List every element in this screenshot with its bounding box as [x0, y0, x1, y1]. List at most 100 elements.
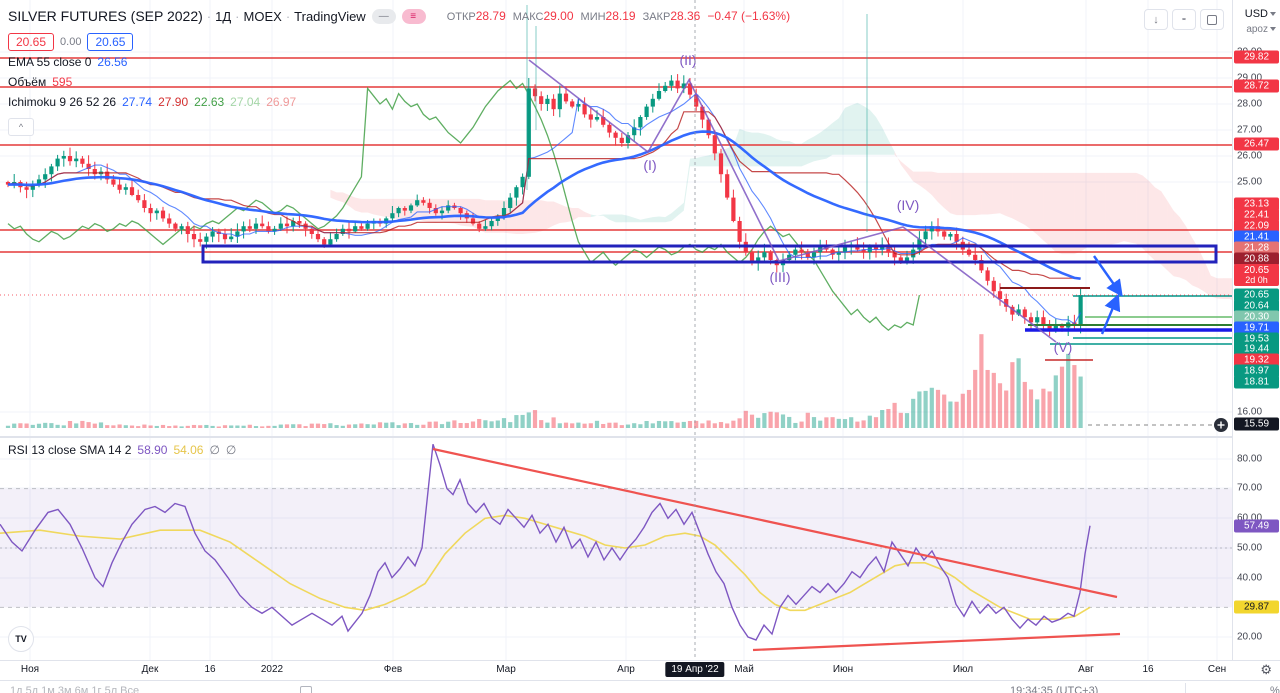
percent-scale-toggle[interactable]: %: [1270, 685, 1280, 693]
rsi-value: 58.90: [137, 443, 168, 457]
ohlc-value: 28.19: [605, 9, 636, 23]
calendar-icon[interactable]: [300, 686, 312, 693]
ema-label: EMA 55 close 0: [8, 55, 92, 69]
maximize-pane-button[interactable]: [1200, 9, 1224, 30]
separator-dot: ·: [235, 8, 240, 24]
scale-tick: 60.00: [1237, 512, 1263, 524]
scale-tick: 80.00: [1237, 453, 1263, 465]
ohlc-value: 28.79: [475, 9, 506, 23]
scale-tick: 25.00: [1237, 176, 1263, 188]
rsi-value: 54.06: [173, 443, 204, 457]
ohlc-key: МИН: [580, 11, 606, 23]
main-legend: SILVER FUTURES (SEP 2022) · 1Д · MOEX · …: [8, 6, 790, 112]
price-label: 20.30: [1234, 310, 1279, 324]
svg-text:(II): (II): [679, 52, 696, 68]
chevron-down-icon: [1270, 12, 1276, 17]
time-label: 16: [1142, 664, 1154, 675]
rsi-values: 58.90 54.06 ∅ ∅: [137, 443, 242, 457]
crosshair-date-badge: 19 Апр '22: [665, 662, 725, 677]
time-label: Ноя: [20, 664, 40, 675]
price-label: 29.82: [1234, 50, 1279, 64]
scale-tick: 29.00: [1237, 72, 1263, 84]
move-pane-down-button[interactable]: ↓: [1144, 9, 1168, 30]
scale-tick: 26.00: [1237, 150, 1263, 162]
settings-gear-icon[interactable]: ⚙: [1260, 662, 1272, 677]
time-label: Мар: [496, 664, 516, 675]
ichimoku-legend-row[interactable]: Ichimoku 9 26 52 26 27.74 27.90 22.63 27.04…: [8, 92, 790, 112]
collapse-legend-button[interactable]: ^: [8, 118, 34, 136]
rsi-legend-row[interactable]: RSI 13 close SMA 14 2 58.90 54.06 ∅ ∅: [8, 440, 242, 460]
time-label: Май: [734, 664, 754, 675]
price-label: 22.09: [1234, 219, 1279, 233]
ohlc-value: 28.36: [670, 9, 701, 23]
ask-box[interactable]: 20.65: [87, 33, 134, 51]
ichimoku-label: Ichimoku 9 26 52 26: [8, 95, 117, 109]
collapse-pane-button[interactable]: ⌄ ⌃: [1172, 9, 1196, 30]
ohlc-key: ОТКР: [446, 11, 476, 23]
time-label: Сен: [1207, 664, 1227, 675]
time-label: 2022: [260, 664, 284, 675]
price-label: 19.71: [1234, 321, 1279, 335]
ichimoku-value: 27.04: [230, 95, 261, 109]
time-label: 16: [204, 664, 216, 675]
price-label: 19.32: [1234, 353, 1279, 367]
footer-divider: [1185, 683, 1186, 693]
rsi-price-label: 57.49: [1234, 519, 1279, 533]
scale-tick: 50.00: [1237, 542, 1263, 554]
range-shortcuts[interactable]: 1д 5д 1м 3м 6м 1г 5л Все: [10, 685, 140, 693]
ichimoku-value: 22.63: [194, 95, 225, 109]
time-label: Авг: [1078, 664, 1094, 675]
scale-tick: 20.00: [1237, 631, 1263, 643]
currency-selector[interactable]: USD: [1245, 8, 1276, 20]
symbol-title: SILVER FUTURES (SEP 2022): [8, 8, 203, 24]
ohlc-key: МАКС: [512, 11, 544, 23]
price-label: 21.41: [1234, 230, 1279, 244]
spread-value: 0.00: [60, 36, 82, 48]
rsi-price-label: 29.87: [1234, 600, 1279, 614]
ichimoku-value: 26.97: [266, 95, 297, 109]
scale-tick: 27.00: [1237, 124, 1263, 136]
price-label: 21.28: [1234, 241, 1279, 255]
svg-text:(I): (I): [643, 157, 656, 173]
bid-box[interactable]: 20.65: [8, 33, 55, 51]
unit-selector[interactable]: apoz: [1246, 24, 1276, 35]
minimize-legend-icon[interactable]: —: [371, 8, 396, 24]
ohlc-values: ОТКР28.79 МАКС29.00 МИН28.19 ЗАКР28.36: [440, 9, 701, 23]
filter-legend-icon[interactable]: ≡: [401, 8, 426, 24]
price-label: 15.59: [1234, 417, 1279, 431]
ema-value: 26.56: [97, 55, 128, 69]
time-axis[interactable]: ⚙ Ноя Дек 16 2022 Фев Мар Апр Май Июн Июл Авг 16 Сен…: [0, 660, 1280, 680]
price-label: 19.44: [1234, 342, 1279, 356]
volume-legend-row[interactable]: Объём 595: [8, 72, 790, 92]
interval-label[interactable]: 1Д: [215, 8, 232, 24]
rsi-value: ∅: [209, 443, 220, 457]
svg-text:(IV): (IV): [897, 197, 920, 213]
scale-tick: 40.00: [1237, 572, 1263, 584]
price-label: 20.65 2d 0h: [1234, 264, 1279, 286]
time-label: Дек: [141, 664, 159, 675]
price-label: 26.47: [1234, 137, 1279, 151]
rsi-value: ∅: [225, 443, 237, 457]
separator-dot: ·: [206, 8, 212, 24]
price-label: 22.41: [1234, 208, 1279, 222]
price-scale[interactable]: USD apoz 30.0029.0028.0027.0026.0025.001…: [1232, 0, 1280, 660]
clock-label[interactable]: 19:34:35 (UTC+3): [1010, 685, 1099, 693]
price-label: 18.81: [1234, 375, 1279, 389]
pane-controls: ↓ ⌄ ⌃: [1144, 9, 1224, 30]
scale-tick: 16.00: [1237, 406, 1263, 418]
price-label: 18.97: [1234, 364, 1279, 378]
time-label: Июл: [952, 664, 974, 675]
price-chart-canvas[interactable]: (I) (II) (III) (IV) (V): [0, 0, 1232, 660]
symbol-row[interactable]: SILVER FUTURES (SEP 2022) · 1Д · MOEX · …: [8, 6, 790, 26]
svg-text:(V): (V): [1054, 339, 1073, 355]
vendor-label: TradingView: [294, 8, 366, 24]
ema-legend-row[interactable]: EMA 55 close 0 26.56: [8, 52, 790, 72]
price-label: 28.72: [1234, 79, 1279, 93]
price-label: 20.64: [1234, 299, 1279, 313]
price-label: 20.65: [1234, 288, 1279, 302]
rsi-label: RSI 13 close SMA 14 2: [8, 443, 132, 457]
price-label: 19.53: [1234, 332, 1279, 346]
tradingview-logo[interactable]: TV: [8, 626, 34, 652]
chevron-down-icon: [1270, 27, 1276, 32]
